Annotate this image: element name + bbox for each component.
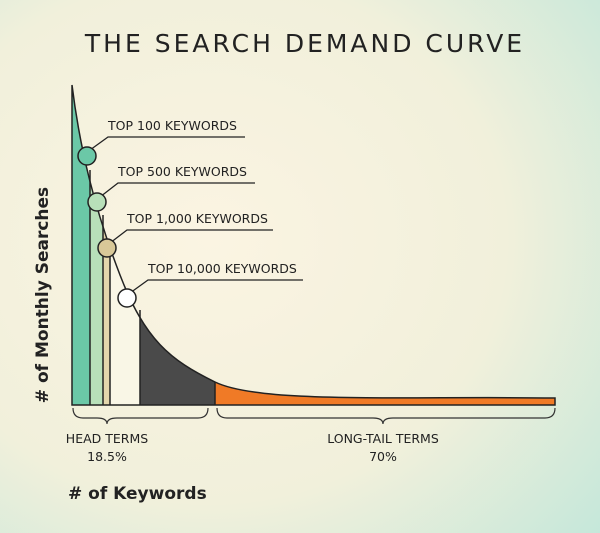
x-axis-label: # of Keywords: [68, 484, 207, 504]
callout-label: TOP 500 KEYWORDS: [117, 164, 247, 179]
markers: [77, 146, 137, 308]
y-axis-label: # of Monthly Searches: [33, 187, 53, 403]
bracket-share: 18.5%: [87, 449, 127, 464]
leader-lines: [89, 136, 303, 294]
callout-label: TOP 100 KEYWORDS: [107, 118, 237, 133]
curve-outline: [71, 84, 556, 406]
bracket-label: HEAD TERMS: [66, 431, 148, 446]
bracket-share: 70%: [369, 449, 397, 464]
title: THE SEARCH DEMAND CURVE: [84, 29, 525, 58]
callout-label: TOP 1,000 KEYWORDS: [126, 211, 268, 226]
callout-label: TOP 10,000 KEYWORDS: [147, 261, 297, 276]
bracket-label: LONG-TAIL TERMS: [327, 431, 439, 446]
brackets: [72, 407, 556, 425]
